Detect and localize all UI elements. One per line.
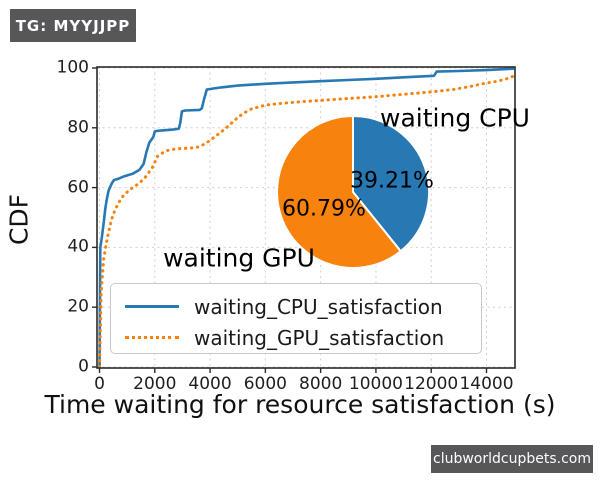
y-tick-label: 80 bbox=[67, 117, 89, 138]
cpu-line-sample-icon bbox=[125, 305, 179, 308]
x-tick-label: 0 bbox=[94, 374, 105, 394]
pie-slice-gpu bbox=[276, 115, 402, 269]
y-axis-label: CDF bbox=[4, 193, 34, 246]
telegram-badge: TG: MYYJJPP bbox=[10, 9, 136, 42]
gpu-line-sample-icon bbox=[125, 336, 179, 339]
x-tick-label: 12000 bbox=[404, 374, 459, 394]
x-tick-label: 10000 bbox=[348, 374, 403, 394]
pie-value-waiting-cpu: 39.21% bbox=[350, 168, 434, 194]
axes-frame bbox=[96, 66, 516, 369]
pie-label-waiting-cpu: waiting CPU bbox=[380, 103, 530, 133]
legend-label-cpu: waiting_CPU_satisfaction bbox=[194, 294, 443, 319]
legend-label-gpu: waiting_GPU_satisfaction bbox=[194, 325, 445, 350]
inset-pie-chart bbox=[276, 115, 430, 269]
x-axis-label: Time waiting for resource satisfaction (… bbox=[44, 390, 556, 419]
x-tick-label: 6000 bbox=[243, 374, 287, 394]
y-tick-label: 40 bbox=[67, 236, 89, 257]
pie-slice-cpu bbox=[352, 115, 430, 253]
legend-item-cpu: waiting_CPU_satisfaction bbox=[125, 291, 481, 322]
watermark-badge: clubworldcupbets.com bbox=[431, 445, 593, 473]
x-tick-label: 4000 bbox=[188, 374, 232, 394]
legend-item-gpu: waiting_GPU_satisfaction bbox=[125, 322, 481, 353]
cdf-curve-cpu bbox=[98, 67, 515, 368]
y-tick-label: 60 bbox=[67, 177, 89, 198]
y-tick-label: 20 bbox=[67, 296, 89, 317]
cdf-curves bbox=[98, 67, 516, 369]
y-tick-label: 0 bbox=[78, 356, 89, 377]
x-tick-label: 14000 bbox=[459, 374, 514, 394]
x-tick-label: 2000 bbox=[133, 374, 177, 394]
legend: waiting_CPU_satisfaction waiting_GPU_sat… bbox=[110, 283, 482, 354]
pie-label-waiting-gpu: waiting GPU bbox=[163, 243, 315, 273]
tick-marks bbox=[92, 67, 488, 373]
pie-value-waiting-gpu: 60.79% bbox=[282, 196, 366, 222]
y-tick-label: 100 bbox=[56, 57, 89, 78]
x-tick-label: 8000 bbox=[299, 374, 343, 394]
cdf-curve-gpu bbox=[98, 74, 516, 369]
